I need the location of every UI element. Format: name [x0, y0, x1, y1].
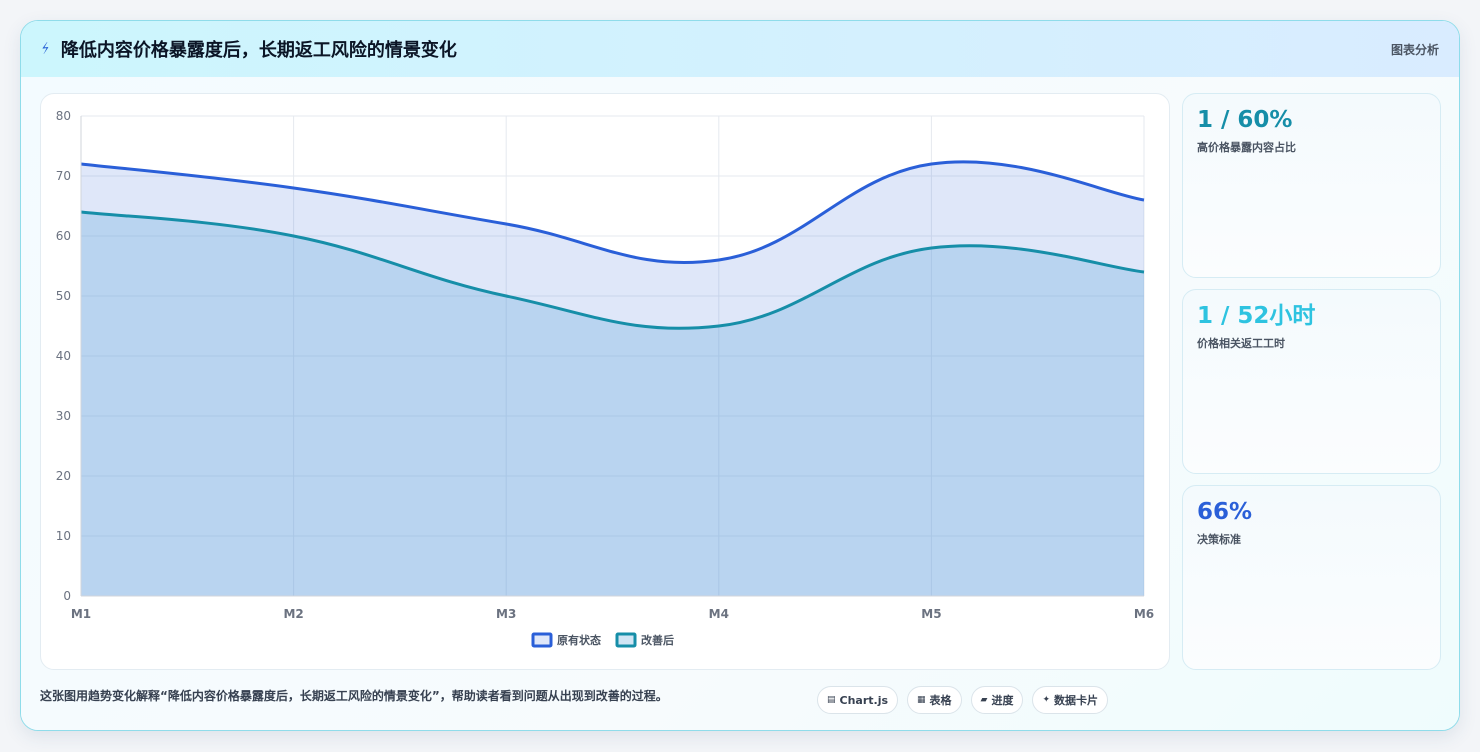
x-tick-label: M1 [71, 607, 91, 621]
y-tick-label: 40 [56, 349, 71, 363]
pill-progress[interactable]: ▰ 进度 [970, 686, 1024, 714]
series-line-1 [80, 210, 1145, 330]
chart-icon: ▤ [827, 695, 836, 705]
page-title: 降低内容价格暴露度后，长期返工风险的情景变化 [60, 40, 457, 61]
stat-value: 1 / 60% [1197, 107, 1293, 133]
x-tick-label: M6 [1134, 607, 1154, 621]
pill-label: 数据卡片 [1054, 694, 1099, 707]
chart-caption: 这张图用趋势变化解释“降低内容价格暴露度后，长期返工风险的情景变化”，帮助读者看… [40, 689, 668, 703]
y-tick-label: 80 [56, 109, 71, 123]
pill-chartjs[interactable]: ▤ Chart.js [817, 686, 899, 714]
x-tick-label: M2 [283, 607, 303, 621]
chart-card: ⚡ 降低内容价格暴露度后，长期返工风险的情景变化 图表分析 0 10 20 30 40 5… [20, 20, 1460, 731]
y-tick-label: 30 [56, 409, 71, 423]
pill-data-card[interactable]: ✦ 数据卡片 [1032, 686, 1109, 714]
x-tick-label: M4 [709, 607, 729, 621]
pill-table[interactable]: ▦ 表格 [907, 686, 962, 714]
header-tag: 图表分析 [1390, 42, 1439, 57]
card-header: ⚡ 降低内容价格暴露度后，长期返工风险的情景变化 图表分析 [21, 21, 1459, 77]
legend-label: 改善后 [641, 633, 674, 647]
bolt-icon: ⚡ [38, 39, 54, 59]
legend-swatch [615, 632, 637, 648]
card-icon: ✦ [1042, 695, 1051, 705]
pill-label: 进度 [991, 694, 1014, 707]
stat-card-rework-hours: 1 / 52小时 价格相关返工工时 [1182, 289, 1441, 474]
pill-label: Chart.js [839, 693, 889, 707]
tech-pills: ▤ Chart.js ▦ 表格 ▰ 进度 ✦ 数据卡片 [817, 686, 1109, 714]
x-tick-label: M3 [496, 607, 516, 621]
pill-label: 表格 [929, 694, 952, 707]
y-tick-label: 20 [56, 469, 71, 483]
y-tick-label: 70 [56, 169, 71, 183]
card-body: 0 10 20 30 40 50 60 70 80 M1 M2 M3 M4 M5 M6 原有状态 改善后 1 /… [21, 77, 1459, 730]
x-tick-label: M5 [921, 607, 941, 621]
stat-label: 高价格暴露内容占比 [1197, 141, 1296, 154]
table-icon: ▦ [917, 695, 926, 705]
stat-card-price-exposure: 1 / 60% 高价格暴露内容占比 [1182, 93, 1441, 278]
series-area-0 [81, 161, 1144, 596]
stat-card-decision-standard: 66% 决策标准 [1182, 485, 1441, 670]
stat-value: 66% [1197, 499, 1253, 525]
y-tick-label: 0 [63, 589, 71, 603]
stat-label: 决策标准 [1197, 533, 1241, 546]
y-tick-label: 60 [56, 229, 71, 243]
progress-icon: ▰ [980, 695, 988, 705]
y-tick-label: 10 [56, 529, 71, 543]
chart-svg: 0 10 20 30 40 50 60 70 80 M1 M2 M3 M4 M5 M6 原有状态 改善后 [56, 109, 1154, 648]
legend-label: 原有状态 [557, 633, 601, 647]
stat-label: 价格相关返工工时 [1197, 337, 1285, 350]
series-line-0 [80, 160, 1145, 264]
y-tick-label: 50 [56, 289, 71, 303]
legend-swatch [531, 632, 553, 648]
series-area-1 [81, 212, 1144, 596]
stat-value: 1 / 52小时 [1197, 303, 1316, 329]
line-chart: 0 10 20 30 40 50 60 70 80 M1 M2 M3 M4 M5 M6 原有状态 改善后 [40, 93, 1170, 670]
